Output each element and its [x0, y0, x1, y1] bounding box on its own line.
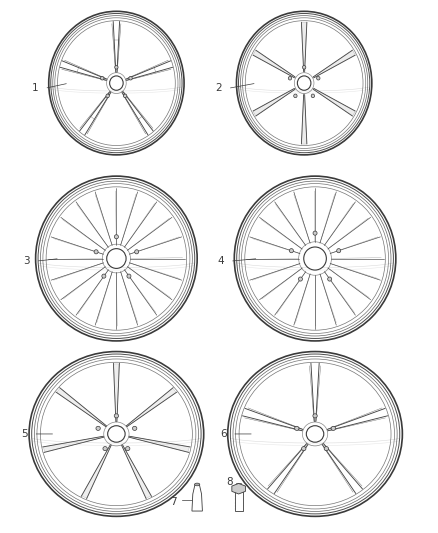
Ellipse shape	[298, 277, 303, 281]
Ellipse shape	[114, 235, 118, 239]
Polygon shape	[253, 88, 296, 116]
Polygon shape	[43, 436, 104, 452]
Polygon shape	[114, 364, 119, 422]
Polygon shape	[313, 88, 355, 116]
Ellipse shape	[313, 231, 317, 235]
Ellipse shape	[132, 426, 137, 431]
Text: 3: 3	[24, 256, 30, 266]
Polygon shape	[232, 483, 245, 494]
Text: 4: 4	[218, 256, 225, 266]
Ellipse shape	[114, 414, 119, 418]
Text: 7: 7	[170, 497, 177, 507]
Ellipse shape	[304, 247, 326, 270]
Ellipse shape	[331, 426, 336, 431]
Ellipse shape	[297, 76, 311, 90]
Ellipse shape	[306, 426, 324, 442]
Ellipse shape	[294, 94, 297, 98]
Polygon shape	[235, 490, 243, 511]
Ellipse shape	[290, 248, 293, 253]
Ellipse shape	[107, 248, 126, 269]
Polygon shape	[313, 51, 355, 78]
Ellipse shape	[102, 274, 106, 278]
Polygon shape	[302, 94, 307, 144]
Ellipse shape	[108, 426, 125, 442]
Ellipse shape	[129, 76, 132, 80]
Ellipse shape	[127, 274, 131, 278]
Polygon shape	[57, 389, 107, 427]
Ellipse shape	[96, 426, 100, 431]
Ellipse shape	[302, 447, 306, 451]
Ellipse shape	[324, 447, 328, 451]
Polygon shape	[126, 389, 176, 427]
Ellipse shape	[103, 447, 107, 451]
Ellipse shape	[134, 250, 139, 254]
Ellipse shape	[124, 94, 127, 98]
Text: 8: 8	[226, 477, 233, 487]
Polygon shape	[302, 22, 307, 72]
Ellipse shape	[288, 76, 292, 80]
Ellipse shape	[328, 277, 332, 281]
Text: 5: 5	[21, 429, 28, 439]
Ellipse shape	[313, 414, 317, 418]
Polygon shape	[129, 436, 189, 452]
Ellipse shape	[303, 66, 306, 69]
Polygon shape	[121, 445, 151, 498]
Ellipse shape	[115, 66, 118, 69]
Ellipse shape	[101, 76, 104, 80]
Ellipse shape	[94, 250, 98, 254]
Ellipse shape	[106, 94, 110, 98]
Polygon shape	[82, 445, 111, 498]
Text: 1: 1	[32, 83, 39, 93]
Ellipse shape	[317, 76, 320, 80]
Polygon shape	[253, 51, 296, 78]
Ellipse shape	[126, 447, 130, 451]
Ellipse shape	[337, 248, 341, 253]
Text: 6: 6	[220, 429, 227, 439]
Ellipse shape	[194, 483, 200, 486]
Text: 2: 2	[215, 83, 223, 93]
Ellipse shape	[295, 426, 299, 431]
Ellipse shape	[110, 76, 123, 90]
Ellipse shape	[311, 94, 314, 98]
Polygon shape	[192, 484, 202, 511]
